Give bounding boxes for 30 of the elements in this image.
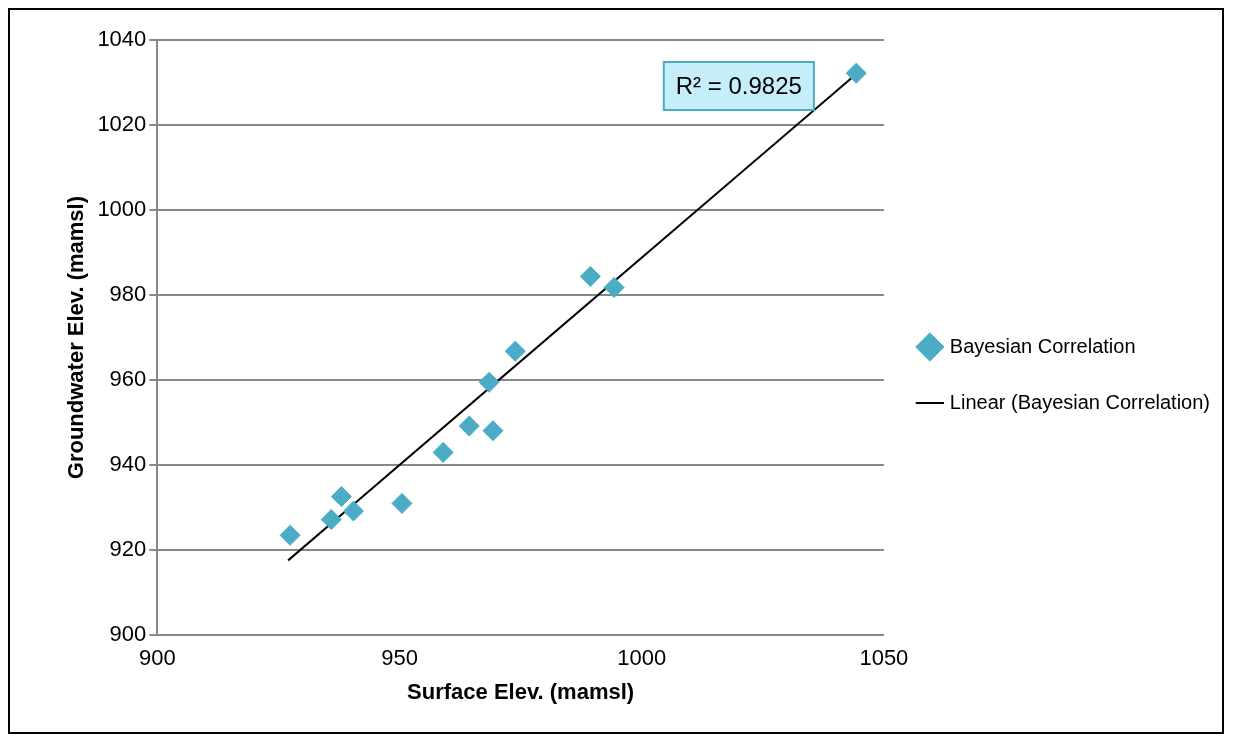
point <box>320 509 342 531</box>
y-tick-label: 960 <box>109 366 147 392</box>
point <box>279 524 301 546</box>
y-tick-label: 980 <box>109 281 147 307</box>
legend-label: Bayesian Correlation <box>949 334 1136 357</box>
point <box>603 276 625 298</box>
y-axis-title: Groundwater Elev. (mamsl) <box>63 195 89 480</box>
legend-label: Linear (Bayesian Correlation) <box>949 390 1211 413</box>
y-tick-label: 900 <box>109 621 147 647</box>
x-tick-label: 950 <box>381 645 418 671</box>
point <box>478 371 500 393</box>
point <box>432 441 454 463</box>
x-tick-label: 900 <box>138 645 176 671</box>
x-axis-title: Surface Elev. (mamsl) <box>407 678 635 704</box>
point <box>458 415 480 437</box>
x-tick-label: 1000 <box>617 645 667 671</box>
y-tick-label: 1000 <box>97 196 147 222</box>
y-tick-label: 920 <box>109 536 147 562</box>
annotation: R² = 0.9825 <box>675 71 802 99</box>
y-tick-label: 1040 <box>97 26 147 52</box>
point <box>330 486 352 508</box>
x-tick-label: 1050 <box>859 645 909 671</box>
point <box>579 265 601 287</box>
point <box>845 62 867 84</box>
point <box>343 500 365 522</box>
y-tick-label: 1020 <box>97 111 147 137</box>
point <box>482 420 504 442</box>
y-tick-label: 940 <box>109 451 147 477</box>
point <box>391 492 413 514</box>
point <box>504 340 526 362</box>
